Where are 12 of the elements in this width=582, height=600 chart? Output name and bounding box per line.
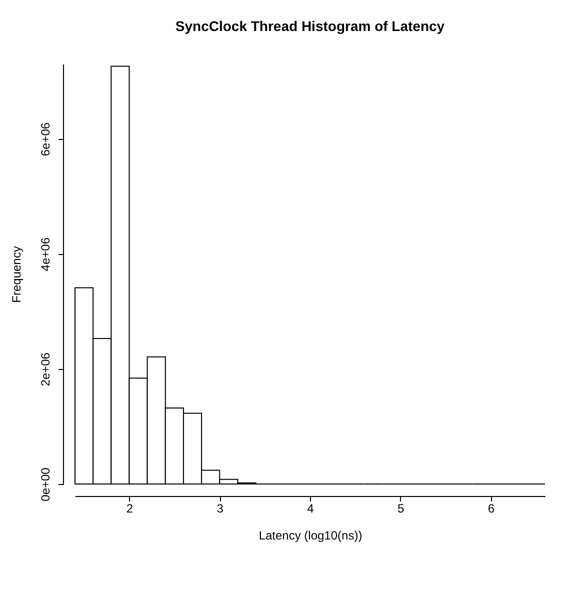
x-tick-label: 6	[488, 502, 495, 516]
y-tick-label: 6e+06	[38, 122, 52, 156]
y-tick-label: 2e+06	[38, 352, 52, 386]
x-tick-label: 3	[216, 502, 224, 516]
x-axis-title: Latency (log10(ns))	[258, 528, 362, 542]
x-tick-label: 4	[307, 502, 314, 516]
x-tick-label: 2	[126, 502, 134, 516]
y-tick-label: 4e+06	[38, 237, 52, 272]
chart-title: SyncClock Thread Histogram of Latency	[175, 18, 445, 34]
y-tick-label: 0e+00	[38, 467, 52, 502]
y-axis-title: Frequency	[10, 246, 24, 303]
x-tick-label: 5	[398, 502, 405, 516]
